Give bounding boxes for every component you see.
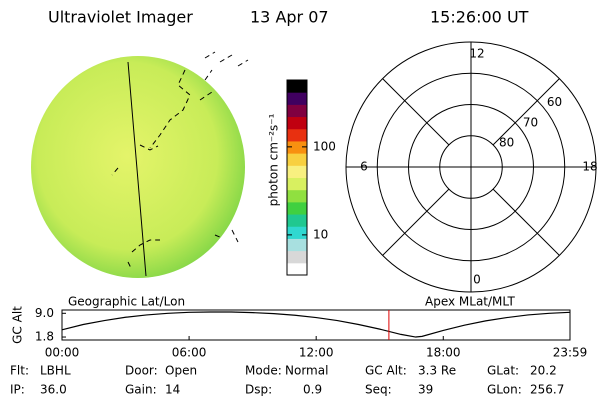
colorbar-segment (287, 128, 307, 142)
geo-label: Geographic Lat/Lon (68, 295, 185, 309)
colorbar: 10 100 (286, 79, 336, 276)
field-label: GC Alt: (365, 364, 407, 378)
field-value: 39 (418, 383, 433, 397)
mlat-label: 80 (499, 135, 514, 149)
mlt-spoke (382, 188, 450, 256)
field-value: 36.0 (40, 383, 67, 397)
x-tick-label: 00:00 (45, 346, 80, 360)
colorbar-segment (287, 226, 307, 239)
field-value: LBHL (40, 364, 71, 378)
mlt-spoke (382, 78, 450, 146)
mlat-label: 70 (523, 115, 538, 129)
colorbar-segment (287, 262, 307, 276)
colorbar-segment (287, 238, 307, 252)
earth-disk (31, 56, 245, 278)
x-tick-label: 12:00 (299, 346, 334, 360)
mlt-label: 6 (360, 160, 368, 174)
field-label: GLon: (487, 383, 522, 397)
altitude-plot: 1.8 9.0 00:00 06:00 12:00 18:00 23:59 (35, 306, 587, 360)
field-value: 14 (165, 383, 180, 397)
field-label: Door: (125, 364, 158, 378)
colorbar-segment (287, 104, 307, 118)
field-value: 20.2 (530, 364, 557, 378)
colorbar-frame (286, 79, 308, 276)
colorbar-segment (287, 80, 307, 93)
colorbar-segment (287, 140, 307, 154)
field-label: GLat: (487, 364, 519, 378)
uv-image (31, 51, 249, 278)
mlt-spoke (492, 78, 560, 146)
apex-label: Apex MLat/MLT (425, 295, 515, 309)
colorbar-segment (287, 116, 307, 130)
time: 15:26:00 UT (430, 8, 529, 27)
coastlines (111, 51, 249, 271)
field-label: Dsp: (245, 383, 272, 397)
mlt-label: 18 (582, 160, 597, 174)
mlt-label: 12 (469, 47, 484, 61)
x-tick-label: 18:00 (426, 346, 461, 360)
mlat-ring (408, 104, 534, 230)
colorbar-segment (287, 165, 307, 178)
field-value: Open (165, 364, 197, 378)
field-label: Mode: (245, 364, 282, 378)
colorbar-segment (287, 153, 307, 166)
mlt-spoke (492, 188, 560, 256)
terminator-line (127, 61, 147, 277)
y-tick-label: 9.0 (35, 306, 54, 320)
x-tick-label: 23:59 (553, 346, 588, 360)
altitude-line (61, 311, 571, 338)
field-label: Flt: (10, 364, 29, 378)
colorbar-segment (287, 189, 307, 203)
field-value: 3.3 Re (418, 364, 456, 378)
title: Ultraviolet Imager (48, 8, 193, 27)
colorbar-tick-label: 10 (313, 227, 328, 241)
plot-frame (61, 309, 571, 341)
mlat-ring (376, 72, 566, 262)
field-label: Seq: (365, 383, 392, 397)
colorbar-segment (287, 250, 307, 264)
status-footer: Flt: LBHL Door: Open Mode: Normal GC Alt: 3.3 R… (10, 364, 564, 397)
field-label: Gain: (125, 383, 157, 397)
colorbar-label: photon cm⁻²s⁻¹ (267, 113, 281, 206)
x-tick-label: 06:00 (172, 346, 207, 360)
field-value: 256.7 (530, 383, 564, 397)
colorbar-tick-label: 100 (313, 139, 336, 153)
mlat-label: 60 (547, 95, 562, 109)
mlt-label: 0 (473, 273, 481, 287)
field-label: IP: (10, 383, 25, 397)
field-value: Normal (285, 364, 328, 378)
y-tick-label: 1.8 (35, 330, 54, 344)
colorbar-segment (287, 177, 307, 191)
outer-ring (345, 41, 597, 293)
colorbar-segment (287, 214, 307, 227)
colorbar-segment (287, 92, 307, 105)
colorbar-segment (287, 201, 307, 215)
mlat-ring (439, 135, 503, 199)
y-axis-label: GC Alt (11, 306, 25, 344)
field-value: 0.9 (303, 383, 322, 397)
date: 13 Apr 07 (250, 8, 329, 27)
